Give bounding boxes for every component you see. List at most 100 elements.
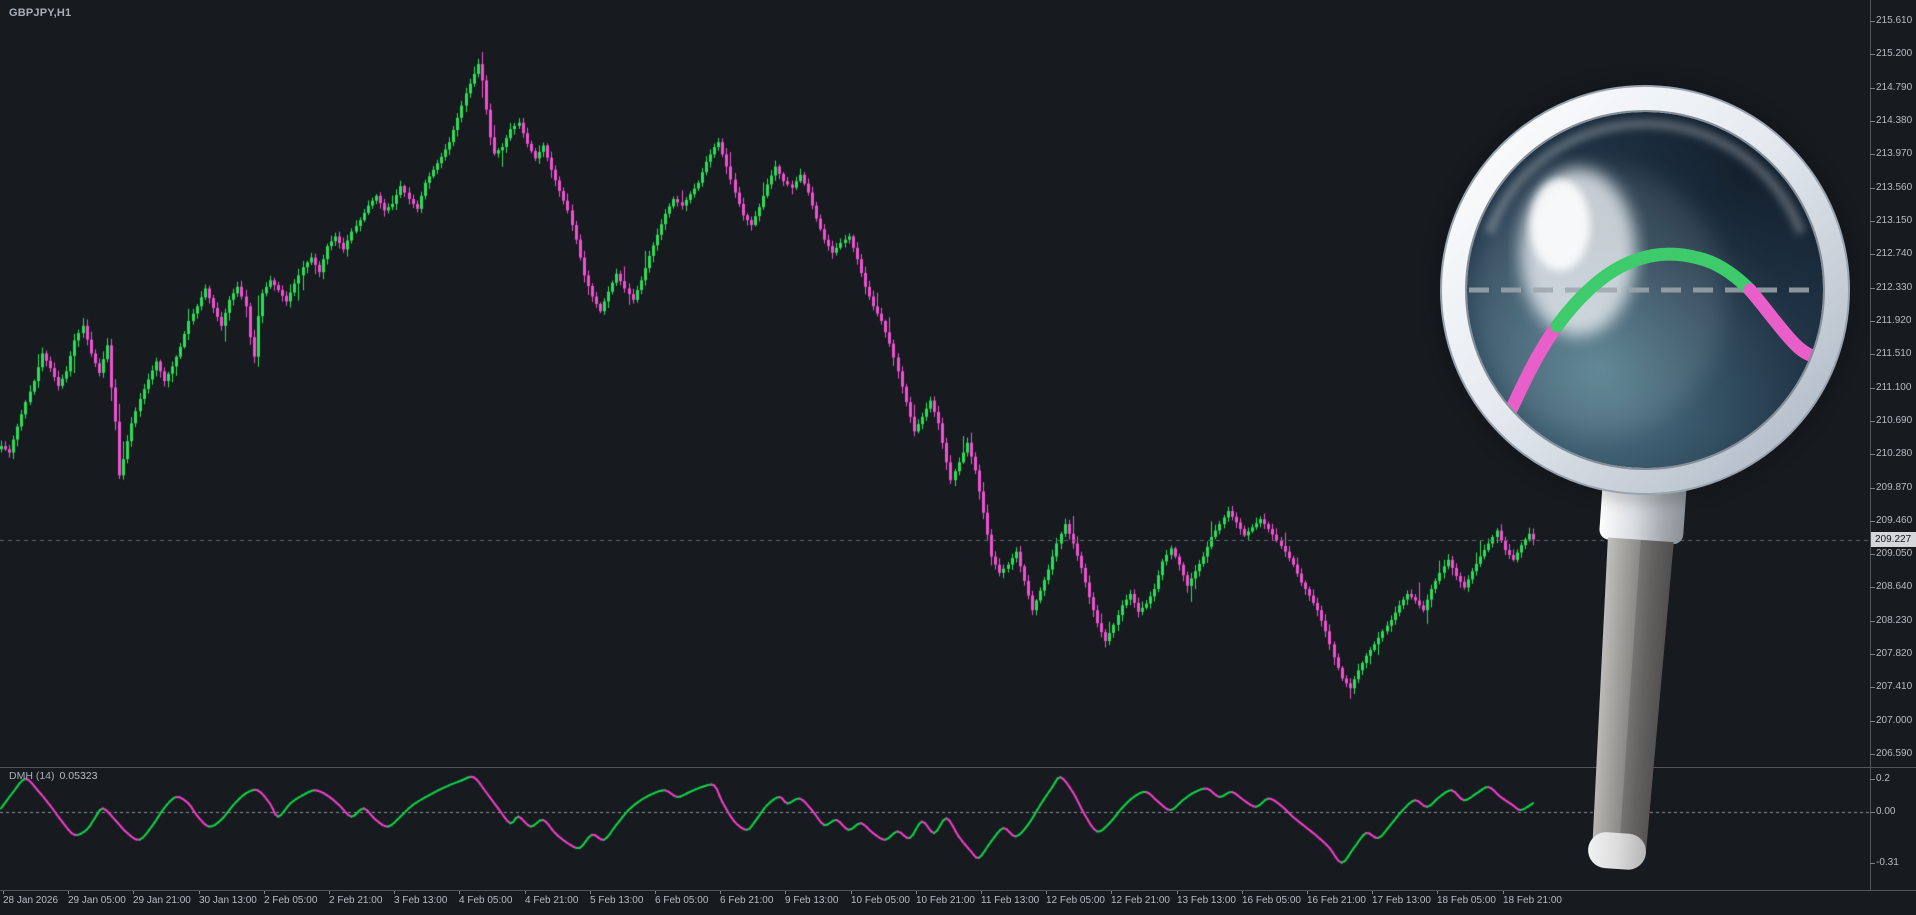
price-tick-mark: [1870, 654, 1875, 655]
symbol-timeframe-label: GBPJPY,H1: [9, 7, 72, 19]
time-tick-label: 30 Jan 13:00: [199, 895, 257, 906]
current-price-value: 209.227: [1875, 534, 1912, 545]
time-tick-label: 4 Feb 05:00: [459, 895, 513, 906]
time-tick-label: 2 Feb 21:00: [329, 895, 383, 906]
indicator-tick-mark: [1870, 863, 1875, 864]
time-tick-label: 11 Feb 13:00: [981, 895, 1040, 906]
indicator-tick-label: -0.31: [1876, 857, 1899, 868]
time-tick-mark: [199, 891, 200, 894]
price-tick-mark: [1870, 721, 1875, 722]
time-tick-label: 3 Feb 13:00: [394, 895, 448, 906]
price-tick-label: 214.790: [1876, 82, 1913, 93]
time-tick-mark: [68, 891, 69, 894]
time-tick-mark: [459, 891, 460, 894]
price-tick-label: 207.410: [1876, 681, 1913, 692]
indicator-tick-label: 0.00: [1876, 806, 1896, 817]
current-price-tag: 209.227: [1871, 532, 1916, 547]
price-tick-label: 207.820: [1876, 648, 1913, 659]
price-tick-label: 206.590: [1876, 748, 1913, 759]
price-tick-label: 211.100: [1876, 382, 1912, 393]
price-tick-mark: [1870, 421, 1875, 422]
time-tick-label: 12 Feb 05:00: [1046, 895, 1105, 906]
time-tick-label: 18 Feb 21:00: [1503, 895, 1562, 906]
price-tick-mark: [1870, 221, 1875, 222]
time-tick-mark: [264, 891, 265, 894]
price-axis[interactable]: 215.610 215.200 214.790 214.380 213.970 213.5…: [1870, 0, 1916, 890]
time-tick-mark: [590, 891, 591, 894]
price-tick-mark: [1870, 621, 1875, 622]
price-tick-mark: [1870, 254, 1875, 255]
price-tick-mark: [1870, 121, 1875, 122]
time-tick-label: 29 Jan 21:00: [133, 895, 191, 906]
price-tick-mark: [1870, 54, 1875, 55]
time-tick-mark: [394, 891, 395, 894]
price-tick-mark: [1870, 154, 1875, 155]
price-tick-label: 213.970: [1876, 148, 1913, 159]
time-axis[interactable]: 28 Jan 2026 29 Jan 05:00 29 Jan 21:00 30 Ja…: [0, 891, 1916, 915]
price-tick-label: 215.610: [1876, 15, 1913, 26]
price-tick-label: 214.380: [1876, 115, 1913, 126]
time-tick-mark: [655, 891, 656, 894]
chart-indicator-separator[interactable]: [0, 767, 1916, 768]
indicator-tick-label: 0.2: [1876, 773, 1890, 784]
price-tick-mark: [1870, 321, 1875, 322]
price-tick-label: 212.330: [1876, 282, 1913, 293]
indicator-tick-mark: [1870, 779, 1875, 780]
indicator-name: DMH (14): [9, 770, 55, 782]
time-tick-mark: [329, 891, 330, 894]
time-tick-label: 28 Jan 2026: [3, 895, 59, 906]
price-tick-mark: [1870, 687, 1875, 688]
price-tick-label: 215.200: [1876, 48, 1913, 59]
time-tick-mark: [916, 891, 917, 894]
time-tick-label: 10 Feb 21:00: [916, 895, 975, 906]
time-tick-mark: [1437, 891, 1438, 894]
time-tick-label: 2 Feb 05:00: [264, 895, 318, 906]
price-tick-mark: [1870, 88, 1875, 89]
time-tick-mark: [1046, 891, 1047, 894]
time-tick-mark: [1177, 891, 1178, 894]
indicator-label: DMH (14) 0.05323: [9, 770, 97, 782]
time-tick-label: 29 Jan 05:00: [68, 895, 126, 906]
price-tick-label: 209.870: [1876, 482, 1913, 493]
indicator-tick-mark: [1870, 812, 1875, 813]
price-tick-mark: [1870, 288, 1875, 289]
price-tick-mark: [1870, 354, 1875, 355]
time-tick-mark: [1307, 891, 1308, 894]
price-tick-mark: [1870, 554, 1875, 555]
time-tick-mark: [133, 891, 134, 894]
price-tick-mark: [1870, 587, 1875, 588]
indicator-timeaxis-separator: [0, 890, 1916, 891]
time-tick-label: 10 Feb 05:00: [851, 895, 910, 906]
price-tick-label: 210.280: [1876, 448, 1913, 459]
price-tick-label: 208.230: [1876, 615, 1913, 626]
price-tick-label: 210.690: [1876, 415, 1913, 426]
time-tick-label: 6 Feb 05:00: [655, 895, 709, 906]
price-tick-mark: [1870, 488, 1875, 489]
price-axis-separator: [1870, 0, 1871, 890]
time-tick-label: 17 Feb 13:00: [1372, 895, 1431, 906]
time-tick-mark: [1242, 891, 1243, 894]
price-tick-label: 211.920: [1876, 315, 1912, 326]
time-tick-mark: [981, 891, 982, 894]
time-tick-label: 9 Feb 13:00: [785, 895, 839, 906]
time-tick-label: 18 Feb 05:00: [1437, 895, 1496, 906]
price-tick-label: 213.150: [1876, 215, 1913, 226]
time-tick-label: 5 Feb 13:00: [590, 895, 644, 906]
time-tick-mark: [1503, 891, 1504, 894]
price-tick-label: 208.640: [1876, 581, 1913, 592]
time-tick-mark: [720, 891, 721, 894]
price-tick-label: 211.510: [1876, 348, 1912, 359]
price-tick-label: 212.740: [1876, 248, 1913, 259]
price-tick-label: 213.560: [1876, 182, 1913, 193]
time-tick-mark: [785, 891, 786, 894]
price-tick-label: 209.460: [1876, 515, 1913, 526]
time-tick-label: 6 Feb 21:00: [720, 895, 774, 906]
time-tick-label: 13 Feb 13:00: [1177, 895, 1236, 906]
time-tick-mark: [1372, 891, 1373, 894]
time-tick-label: 4 Feb 21:00: [525, 895, 579, 906]
price-tick-label: 209.050: [1876, 548, 1913, 559]
candlestick-chart-canvas[interactable]: [0, 0, 1870, 890]
price-tick-mark: [1870, 388, 1875, 389]
time-tick-label: 16 Feb 21:00: [1307, 895, 1366, 906]
time-tick-mark: [1111, 891, 1112, 894]
